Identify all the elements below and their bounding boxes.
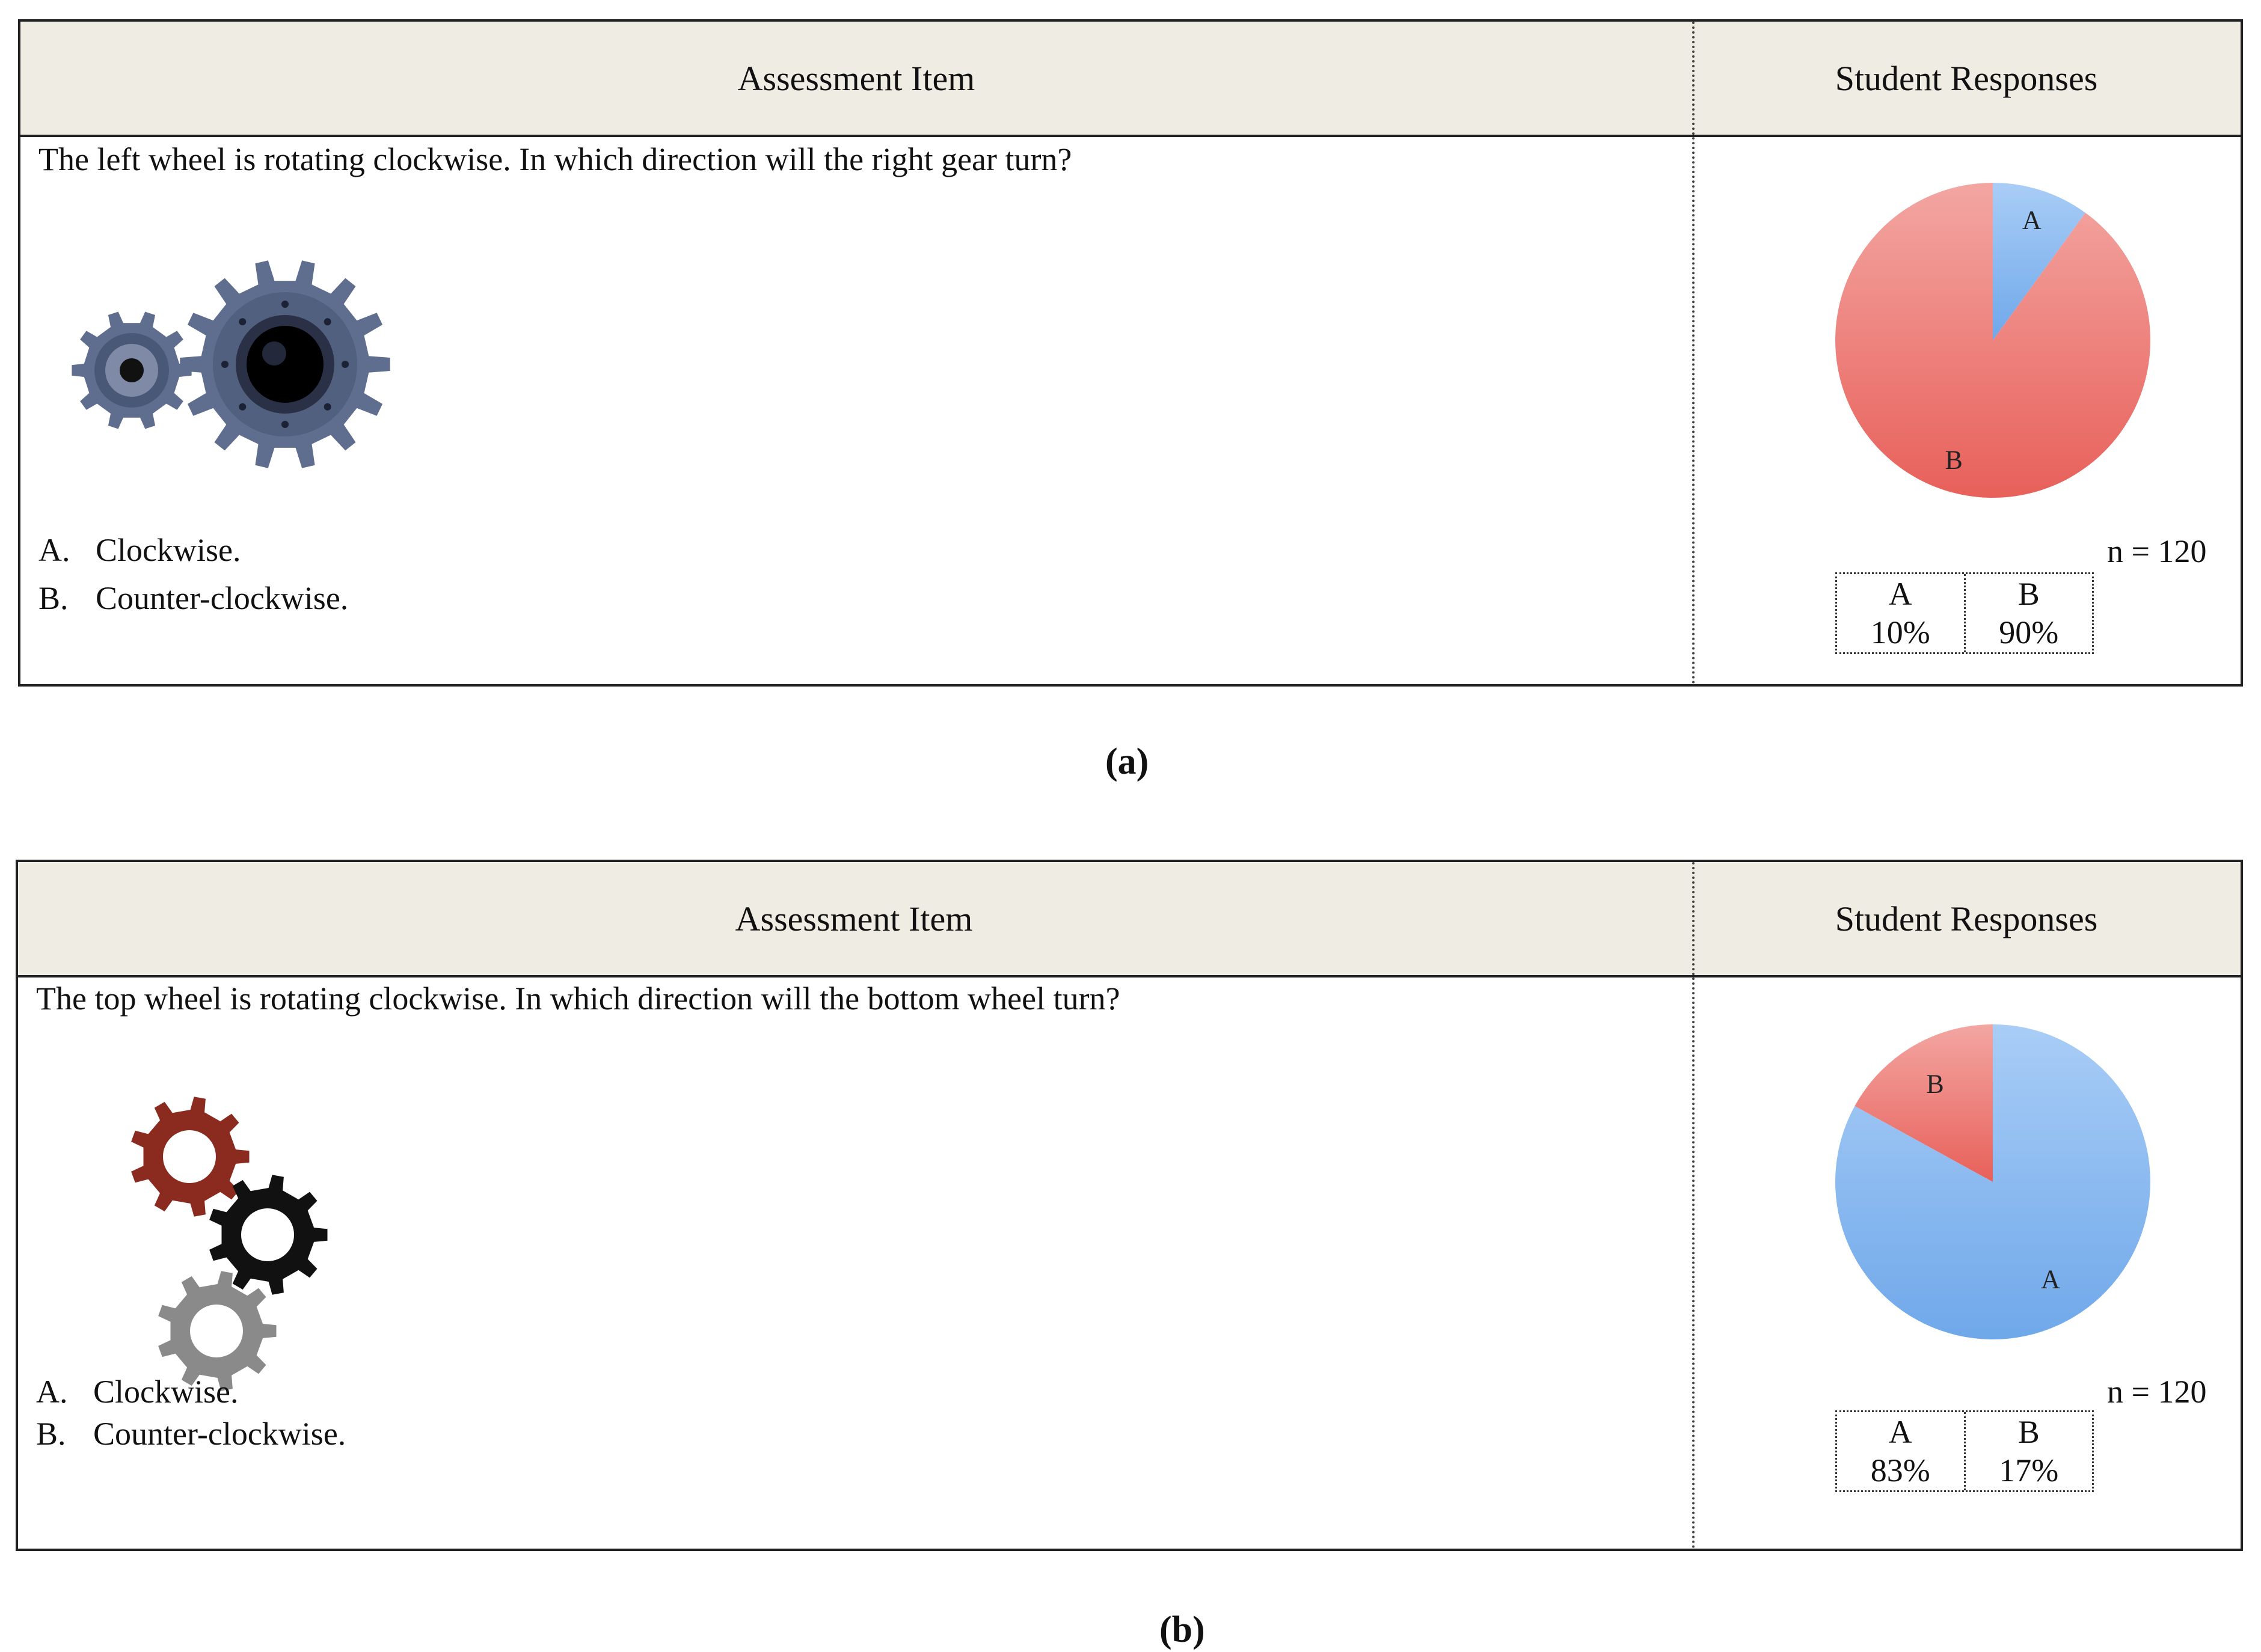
option-a: A. Clockwise. — [38, 531, 241, 569]
gears-illustration — [131, 1097, 328, 1391]
option-b: B. Counter-clockwise. — [38, 580, 348, 617]
response-table: A 83% B 17% — [1835, 1410, 2094, 1492]
gears-illustration — [72, 260, 390, 468]
option-text: Clockwise. — [93, 1374, 239, 1410]
table-header: Assessment Item Student Responses — [18, 862, 2241, 977]
caption-a: (a) — [1105, 741, 1149, 782]
response-table: A 10% B 90% — [1835, 572, 2094, 654]
response-percent: 17% — [1999, 1452, 2059, 1488]
small-gear-icon — [72, 311, 192, 429]
response-col-a: A 83% — [1837, 1412, 1964, 1490]
response-percent: 90% — [1999, 614, 2059, 650]
red-gear-icon — [131, 1097, 250, 1217]
option-text: Clockwise. — [96, 532, 241, 568]
response-col-b: B 90% — [1963, 574, 2093, 652]
response-col-a: A 10% — [1837, 574, 1964, 652]
column-divider — [1692, 862, 1695, 1549]
question-text: The left wheel is rotating clockwise. In… — [38, 141, 1072, 177]
response-letter: B — [2017, 576, 2040, 612]
pie-label-a: A — [2022, 206, 2042, 235]
black-gear-icon — [209, 1175, 328, 1295]
assessment-panel-a: Assessment Item Student Responses The le… — [18, 19, 2243, 687]
sample-size-label: n = 120 — [2107, 1374, 2207, 1410]
response-letter: A — [1888, 1414, 1912, 1450]
option-text: Counter-clockwise. — [96, 580, 349, 616]
pie-label-a: A — [2041, 1264, 2060, 1294]
header-assessment-item: Assessment Item — [737, 58, 975, 98]
response-percent: 10% — [1870, 614, 1930, 650]
gray-gear-icon — [158, 1271, 277, 1391]
option-letter: B. — [36, 1416, 66, 1452]
response-percent: 83% — [1870, 1452, 1930, 1488]
caption-b: (b) — [1159, 1609, 1205, 1650]
header-assessment-item: Assessment Item — [735, 899, 973, 938]
option-letter: A. — [36, 1374, 68, 1410]
response-col-b: B 17% — [1963, 1412, 2093, 1490]
option-b: B. Counter-clockwise. — [36, 1415, 346, 1452]
question-text: The top wheel is rotating clockwise. In … — [36, 980, 1120, 1017]
header-student-responses: Student Responses — [1835, 899, 2098, 938]
pie-slice-a — [1835, 1024, 2151, 1339]
column-divider — [1692, 22, 1695, 684]
response-letter: B — [2017, 1414, 2040, 1450]
header-student-responses: Student Responses — [1835, 58, 2098, 98]
pie-chart-a: AB — [1835, 183, 2151, 498]
table-header: Assessment Item Student Responses — [20, 22, 2241, 137]
assessment-panel-b: Assessment Item Student Responses The to… — [16, 860, 2243, 1551]
option-text: Counter-clockwise. — [93, 1416, 346, 1452]
pie-label-b: B — [1945, 445, 1963, 474]
option-letter: A. — [38, 532, 70, 568]
sample-size-label: n = 120 — [2107, 533, 2207, 569]
pie-slice-b — [1855, 1024, 1993, 1182]
pie-chart-b: AB — [1835, 1024, 2151, 1339]
option-a: A. Clockwise. — [36, 1373, 238, 1410]
response-letter: A — [1888, 576, 1912, 612]
pie-label-b: B — [1926, 1069, 1943, 1099]
pie-slice-a — [1993, 183, 2085, 340]
option-letter: B. — [38, 580, 69, 616]
large-gear-icon — [180, 260, 390, 468]
pie-slice-b — [1835, 183, 2151, 498]
